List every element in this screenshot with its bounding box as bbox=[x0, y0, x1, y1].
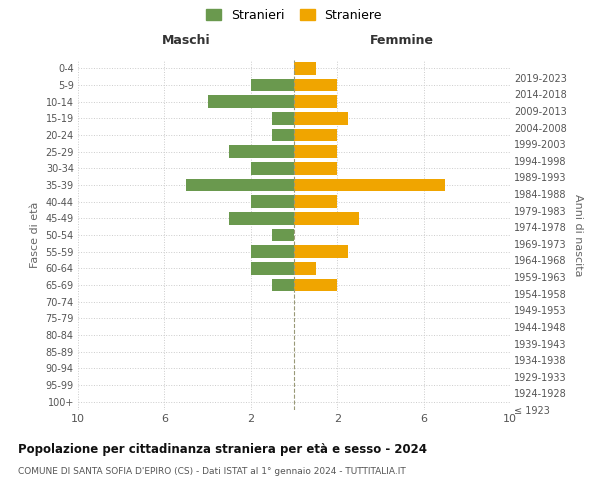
Bar bbox=[294, 96, 337, 108]
Bar bbox=[294, 196, 337, 208]
Bar bbox=[294, 246, 348, 258]
Text: COMUNE DI SANTA SOFIA D'EPIRO (CS) - Dati ISTAT al 1° gennaio 2024 - TUTTITALIA.: COMUNE DI SANTA SOFIA D'EPIRO (CS) - Dat… bbox=[18, 468, 406, 476]
Bar bbox=[294, 146, 337, 158]
Bar bbox=[294, 62, 316, 74]
Bar bbox=[229, 212, 294, 224]
Bar bbox=[294, 112, 348, 124]
Bar bbox=[272, 279, 294, 291]
Bar bbox=[186, 179, 294, 192]
Bar bbox=[272, 229, 294, 241]
Bar bbox=[251, 79, 294, 92]
Legend: Stranieri, Straniere: Stranieri, Straniere bbox=[206, 8, 382, 22]
Bar bbox=[294, 279, 337, 291]
Bar bbox=[294, 212, 359, 224]
Bar bbox=[294, 179, 445, 192]
Bar bbox=[251, 262, 294, 274]
Bar bbox=[272, 129, 294, 141]
Bar bbox=[294, 262, 316, 274]
Y-axis label: Fasce di età: Fasce di età bbox=[30, 202, 40, 268]
Y-axis label: Anni di nascita: Anni di nascita bbox=[572, 194, 583, 276]
Bar bbox=[229, 146, 294, 158]
Text: Popolazione per cittadinanza straniera per età e sesso - 2024: Popolazione per cittadinanza straniera p… bbox=[18, 442, 427, 456]
Bar bbox=[272, 112, 294, 124]
Bar bbox=[251, 246, 294, 258]
Text: Femmine: Femmine bbox=[370, 34, 434, 46]
Bar bbox=[251, 162, 294, 174]
Bar bbox=[294, 162, 337, 174]
Bar bbox=[208, 96, 294, 108]
Bar bbox=[294, 79, 337, 92]
Text: Maschi: Maschi bbox=[161, 34, 211, 46]
Bar bbox=[251, 196, 294, 208]
Bar bbox=[294, 129, 337, 141]
